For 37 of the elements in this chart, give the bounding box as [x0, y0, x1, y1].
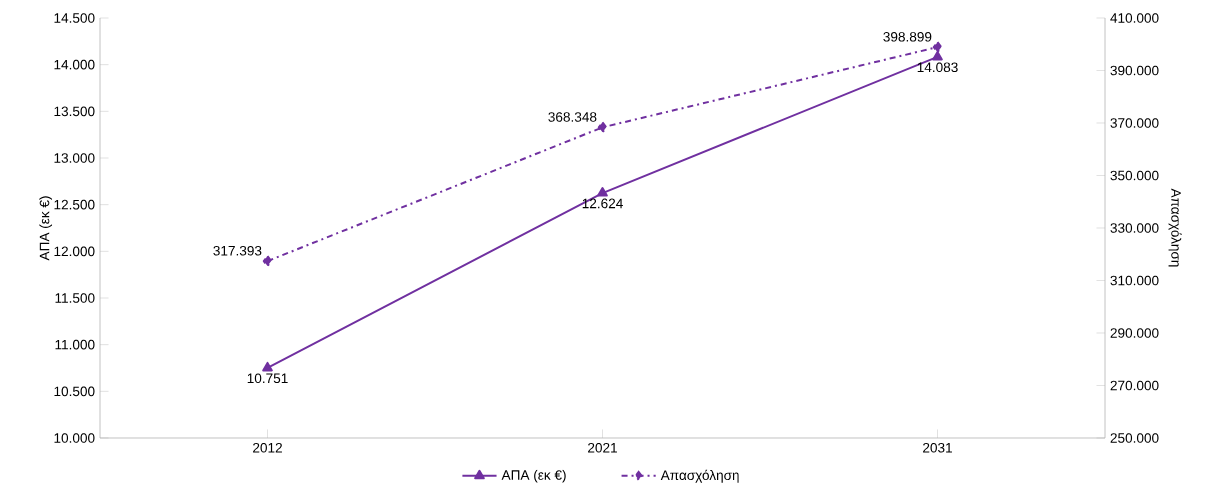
x-tick-label: 2012 — [253, 442, 282, 453]
y-tick-label: 14.500 — [54, 13, 95, 23]
y-tick-label: 11.000 — [55, 339, 95, 350]
data-label: 368.348 — [548, 112, 597, 122]
y2-tick-label: 270.000 — [1110, 380, 1159, 391]
x-tick-label: 2031 — [923, 442, 952, 453]
y2-axis-title: Απασχόληση — [1168, 188, 1182, 267]
y2-tick-label: 410.000 — [1110, 13, 1159, 23]
y-axis-title: ΑΠΑ (εκ €) — [39, 196, 53, 261]
y2-tick-label: 370.000 — [1110, 118, 1159, 128]
y2-tick-label: 350.000 — [1110, 170, 1159, 181]
y-tick-label: 14.000 — [54, 59, 95, 70]
point — [262, 255, 273, 268]
legend-label: ΑΠΑ (εκ €) — [501, 469, 566, 483]
data-label: 10.751 — [247, 373, 288, 384]
y-tick-label: 13.000 — [54, 153, 95, 163]
point — [597, 121, 608, 134]
data-label: 398.899 — [883, 31, 932, 42]
y-tick-label: 10.500 — [54, 386, 95, 397]
y2-tick-label: 250.000 — [1110, 433, 1159, 443]
data-label: 14.083 — [917, 62, 958, 73]
y2-tick-label: 290.000 — [1110, 328, 1159, 338]
y-tick-label: 11.500 — [55, 293, 95, 303]
y2-tick-label: 310.000 — [1110, 275, 1159, 286]
y2-tick-label: 390.000 — [1110, 65, 1159, 76]
point — [597, 187, 608, 197]
point — [932, 50, 943, 61]
point — [262, 361, 273, 372]
data-label: 317.393 — [213, 245, 262, 256]
data-label: 12.624 — [582, 198, 623, 209]
y-tick-label: 13.500 — [54, 106, 95, 117]
legend-label: Απασχόληση — [660, 469, 739, 483]
y2-tick-label: 330.000 — [1110, 223, 1159, 233]
x-tick-label: 2021 — [588, 442, 617, 453]
y-tick-label: 12.500 — [54, 199, 95, 210]
y-tick-label: 12.000 — [54, 246, 95, 257]
y-tick-label: 10.000 — [54, 433, 95, 443]
